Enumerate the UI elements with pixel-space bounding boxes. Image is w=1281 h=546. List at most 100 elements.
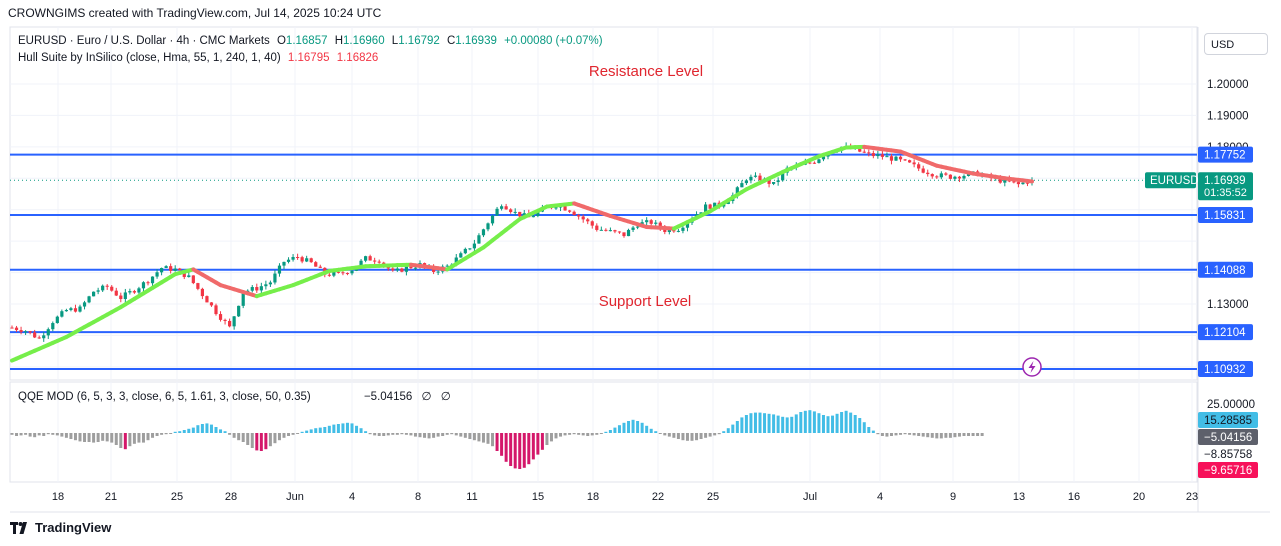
qqe-bar	[205, 423, 209, 433]
time-axis[interactable]: 18 21 25 28 Jun 4 8 11 15 18 22 25 Jul 4 9 13 16 20 23	[52, 491, 1198, 503]
candle-body	[28, 331, 32, 333]
tradingview-logo-icon	[10, 521, 27, 534]
candle-body	[264, 284, 268, 287]
candle-body	[223, 319, 227, 321]
time-tick-label: 22	[652, 491, 664, 503]
qqe-bar	[413, 433, 417, 437]
candle-body	[241, 292, 245, 306]
flash-alert-icon[interactable]	[1022, 357, 1042, 377]
currency-button[interactable]: USD	[1204, 33, 1268, 55]
qqe-bar	[42, 433, 46, 436]
qqe-bar	[763, 413, 767, 433]
qqe-legend[interactable]: QQE MOD (6, 5, 3, 3, close, 6, 5, 1.61, …	[18, 389, 451, 403]
qqe-bar	[817, 413, 821, 433]
qqe-bar	[327, 425, 331, 433]
qqe-bar	[37, 433, 41, 436]
qqe-bar	[971, 433, 975, 436]
qqe-bar	[101, 433, 105, 441]
candle-body	[105, 285, 109, 287]
qqe-bar	[967, 433, 971, 436]
qqe-bar	[803, 410, 807, 433]
candle-body	[51, 323, 55, 330]
qqe-bar	[608, 430, 612, 433]
hull-legend[interactable]: Hull Suite by InSilico (close, Hma, 55, …	[18, 52, 378, 64]
qqe-bar	[432, 433, 436, 438]
qqe-bar	[554, 433, 558, 439]
time-tick-label: 25	[171, 491, 183, 503]
level-price-label-bg	[1198, 360, 1253, 377]
candle-body	[345, 273, 350, 275]
candle-body	[776, 180, 780, 183]
candle-body	[939, 173, 943, 178]
qqe-bar	[123, 433, 127, 450]
time-tick-label: 4	[877, 491, 883, 503]
candle-body	[518, 211, 522, 217]
qqe-bar	[196, 425, 200, 433]
qqe-bar	[187, 428, 191, 433]
candle-body	[930, 174, 934, 177]
candle-body	[178, 268, 182, 271]
qqe-empty-value-2: ∅	[440, 391, 451, 403]
qqe-bar	[699, 433, 703, 439]
candle-body	[749, 176, 753, 181]
candle-body	[141, 282, 146, 289]
qqe-bar	[731, 424, 735, 433]
qqe-empty-value-1: ∅	[421, 391, 432, 403]
candle-body	[812, 162, 816, 164]
candle-body	[617, 231, 622, 233]
time-tick-label: 18	[587, 491, 599, 503]
candle-body	[232, 316, 236, 327]
qqe-bar	[151, 433, 155, 438]
tradingview-logo[interactable]: TradingView	[10, 520, 111, 535]
candle-body	[96, 290, 100, 292]
qqe-bar	[377, 433, 381, 436]
hull-indicator-label: Hull Suite by InSilico (close, Hma, 55, …	[18, 52, 281, 64]
qqe-bar	[663, 433, 667, 436]
candle-body	[626, 229, 631, 237]
qqe-bar	[930, 433, 934, 438]
candle-body	[445, 265, 449, 267]
candle-body	[513, 211, 517, 213]
hull-value-2: 1.16826	[336, 52, 379, 64]
candle-body	[436, 271, 440, 273]
qqe-bar	[395, 433, 399, 435]
qqe-bar	[92, 433, 96, 443]
qqe-bar	[28, 433, 32, 437]
candle-body	[740, 183, 744, 188]
candle-body	[218, 314, 223, 320]
price-tick-label: 1.13000	[1207, 299, 1249, 311]
level-price-label-bg	[1198, 261, 1253, 278]
chart-frame	[9, 26, 1270, 513]
qqe-bar	[96, 433, 100, 442]
qqe-bar	[463, 433, 467, 438]
candle-body	[917, 164, 921, 169]
qqe-bar	[228, 433, 232, 435]
qqe-value-label: 15.28585	[1204, 415, 1252, 427]
candle-body	[486, 223, 490, 230]
qqe-bar	[912, 433, 916, 436]
symbol-legend[interactable]: EURUSD · Euro / U.S. Dollar · 4h · CMC M…	[18, 35, 603, 47]
qqe-bar	[368, 433, 372, 435]
candle-body	[291, 257, 295, 260]
qqe-bar	[636, 421, 640, 433]
level-price-label: 1.15831	[1204, 210, 1246, 222]
candle-body	[187, 275, 191, 278]
qqe-bar	[599, 433, 603, 434]
candle-body	[209, 302, 214, 306]
candle-body	[821, 156, 826, 160]
candle-body	[903, 159, 907, 161]
qqe-bar	[690, 433, 694, 441]
qqe-bar	[772, 414, 776, 433]
candle-body	[767, 178, 771, 184]
candle-body	[645, 220, 649, 223]
candle-body	[481, 229, 486, 236]
candle-body	[368, 256, 372, 261]
qqe-bar	[214, 427, 218, 433]
qqe-bar	[513, 433, 517, 469]
candle-body	[309, 258, 313, 263]
symbol-tag: EURUSD	[1150, 175, 1199, 187]
candle-body	[132, 291, 136, 293]
qqe-bar	[373, 433, 377, 436]
qqe-bar	[808, 410, 812, 433]
